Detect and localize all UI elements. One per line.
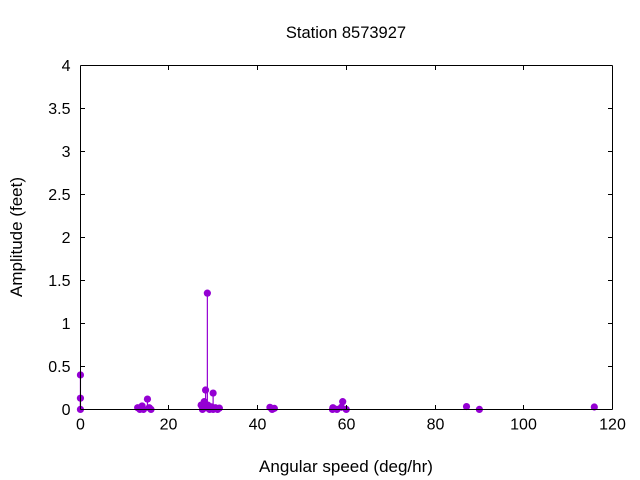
svg-text:120: 120 <box>599 417 626 434</box>
svg-text:Angular speed (deg/hr): Angular speed (deg/hr) <box>259 457 433 476</box>
svg-text:Amplitude (feet): Amplitude (feet) <box>7 177 26 297</box>
svg-text:60: 60 <box>338 417 356 434</box>
svg-text:0: 0 <box>62 402 71 419</box>
svg-text:4: 4 <box>62 58 71 75</box>
svg-text:20: 20 <box>160 417 178 434</box>
svg-text:80: 80 <box>427 417 445 434</box>
svg-text:0.5: 0.5 <box>48 359 70 376</box>
svg-text:1: 1 <box>62 316 71 333</box>
svg-text:Station 8573927: Station 8573927 <box>286 24 406 42</box>
svg-text:2: 2 <box>62 230 71 247</box>
svg-text:0: 0 <box>76 417 85 434</box>
svg-text:3: 3 <box>62 144 71 161</box>
svg-text:40: 40 <box>249 417 267 434</box>
svg-text:3.5: 3.5 <box>48 101 70 118</box>
svg-text:2.5: 2.5 <box>48 187 70 204</box>
svg-text:100: 100 <box>510 417 537 434</box>
svg-text:1.5: 1.5 <box>48 273 70 290</box>
